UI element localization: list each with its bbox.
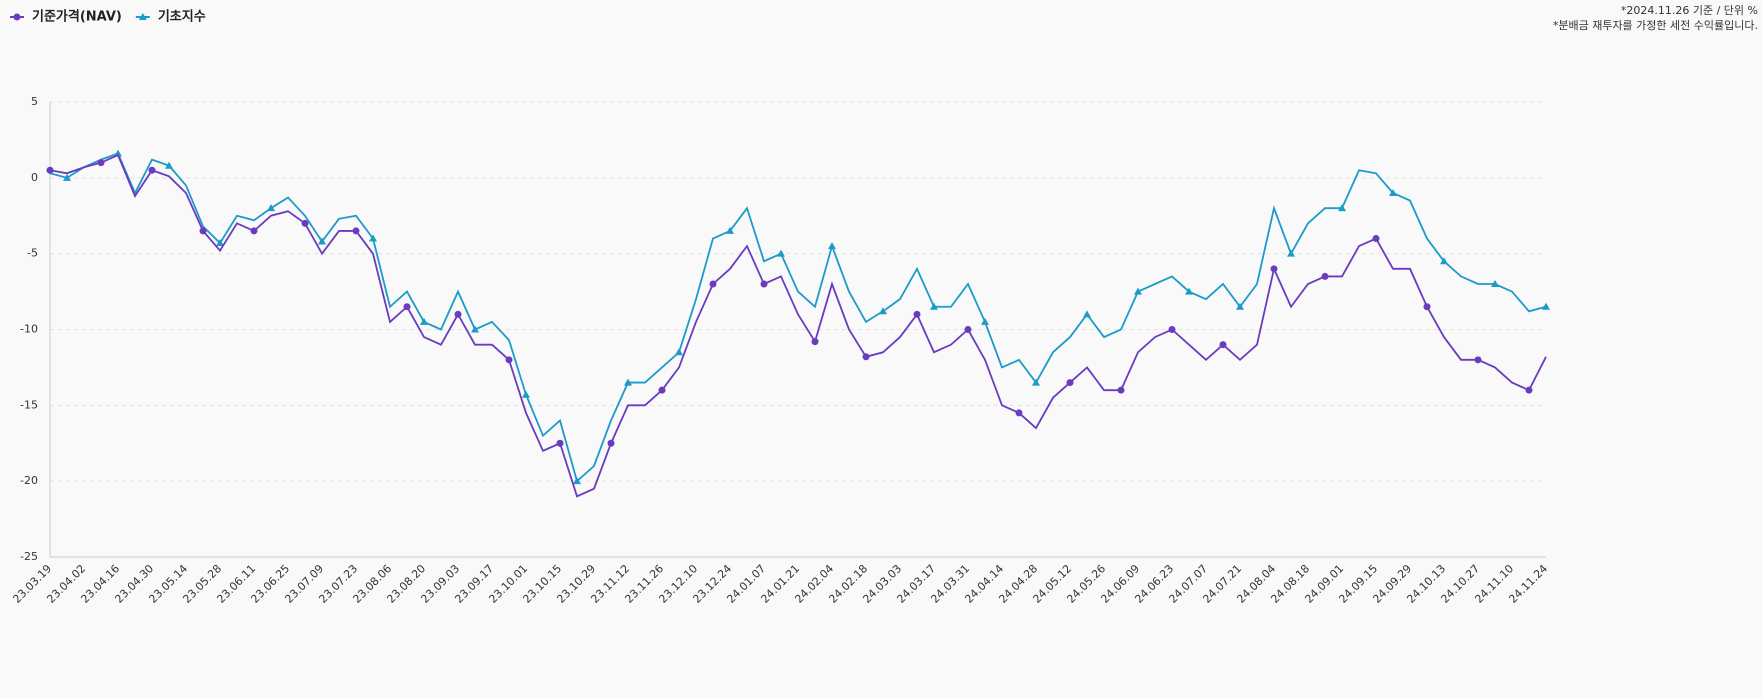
point [522,390,530,398]
note: *2024.11.26 기준 / 단위 % [1621,4,1758,17]
point [1185,287,1193,295]
point [777,249,785,257]
point [607,439,615,447]
point [148,166,156,174]
point [165,161,173,169]
point [573,477,581,485]
point [454,310,462,318]
point [1423,303,1431,311]
point [1287,249,1295,257]
point [318,237,326,245]
point [1338,204,1346,212]
y-tick-label: -10 [20,323,38,336]
point [114,149,122,157]
point [63,173,71,181]
note: *분배금 재투자를 가정한 세전 수익률입니다. [1553,19,1758,32]
point [46,166,54,174]
point [760,280,768,288]
point [709,280,717,288]
point [1117,386,1125,394]
point [930,302,938,310]
point [267,204,275,212]
point [216,239,224,247]
point [675,348,683,356]
point [1474,356,1482,364]
y-tick-label: 5 [31,95,38,108]
point [97,159,105,167]
point [1219,341,1227,349]
point [1525,386,1533,394]
point [301,219,309,227]
point [811,338,819,346]
point [1236,302,1244,310]
point [913,310,921,318]
y-tick-label: -20 [20,474,38,487]
point [1032,378,1040,386]
point [420,317,428,325]
point [1389,189,1397,196]
point [1542,302,1550,310]
point [352,227,360,235]
point [1491,280,1499,287]
y-tick-label: -15 [20,398,38,411]
legend-marker [138,13,147,20]
point [1270,265,1278,273]
point [250,227,258,235]
series-line [49,153,1547,498]
point [1083,310,1091,318]
series-line [49,152,1547,483]
y-tick-label: -5 [27,247,38,260]
point [556,439,564,447]
point [1168,326,1176,333]
point [1066,379,1074,387]
y-tick-label: 0 [31,171,38,184]
legend-label: 기초지수 [158,10,206,25]
y-tick-label: -25 [20,550,38,563]
point [369,234,377,242]
point [658,386,666,394]
point [1134,287,1142,295]
point [1440,257,1448,265]
point [862,353,870,361]
point [505,356,513,364]
point [1372,235,1380,242]
point [1321,272,1329,280]
point [624,378,632,386]
point [981,317,989,325]
point [964,326,972,333]
point [879,307,887,315]
legend-label: 기준가격(NAV) [32,10,122,25]
legend-marker [13,13,21,21]
point [471,325,479,333]
point [1015,409,1023,417]
point [403,303,411,311]
point [199,227,207,235]
point [828,242,836,250]
point [726,226,734,234]
